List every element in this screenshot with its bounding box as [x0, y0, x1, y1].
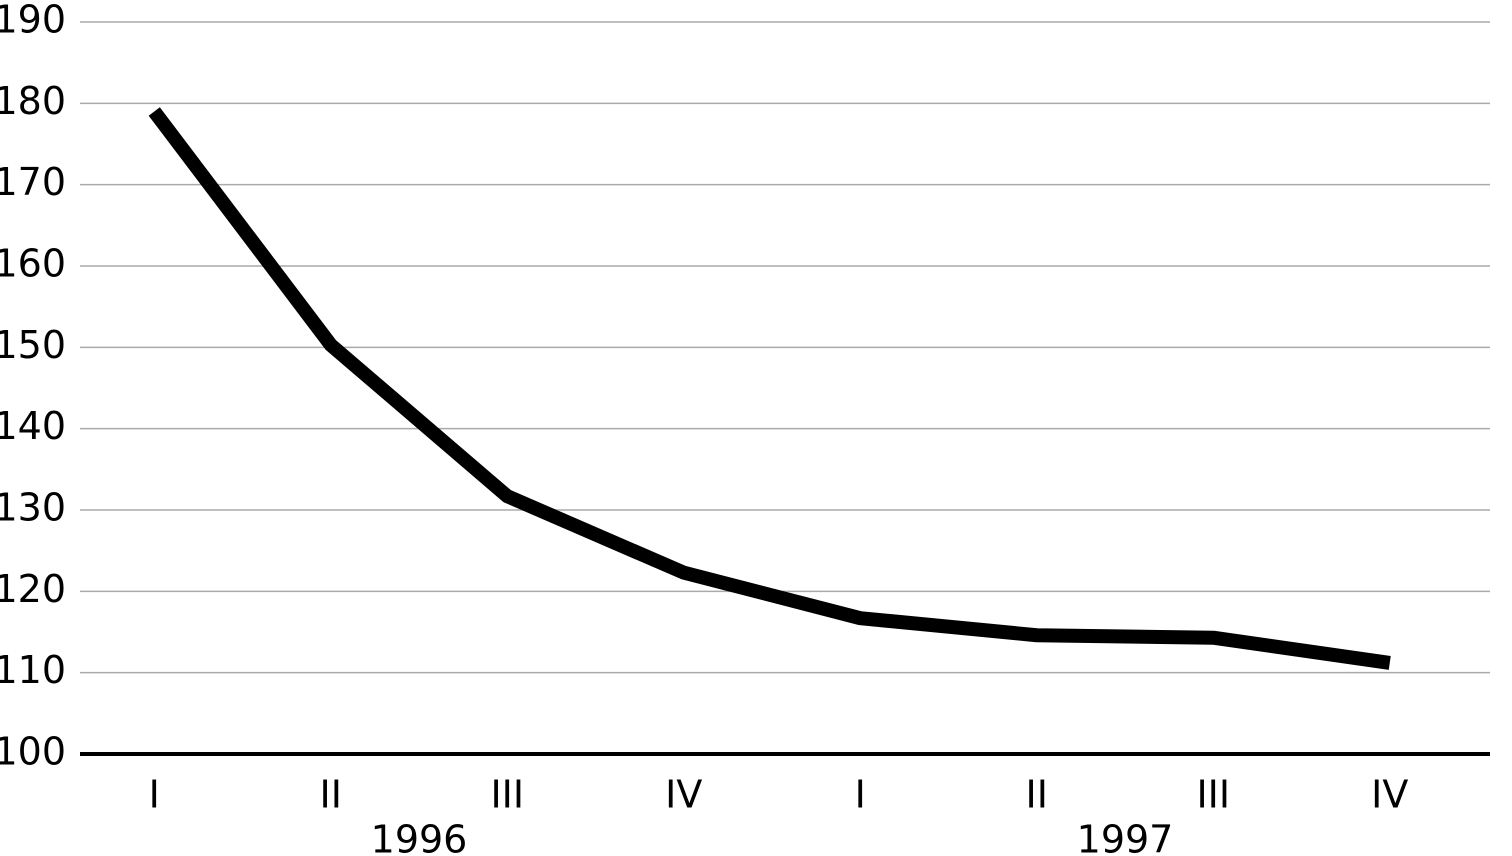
group-label: 1997 — [1077, 818, 1174, 856]
y-tick-label: 100 — [0, 730, 66, 774]
data-line — [148, 107, 1391, 670]
x-tick-label: IV — [1371, 773, 1408, 817]
y-tick-label: 130 — [0, 486, 66, 530]
x-tick-label: II — [320, 773, 342, 817]
x-tick-label: I — [149, 773, 160, 817]
x-tick-label: III — [1196, 773, 1230, 817]
y-tick-label: 120 — [0, 567, 66, 611]
y-tick-label: 190 — [0, 0, 66, 42]
y-tick-label: 110 — [0, 648, 66, 692]
x-tick-label: IV — [665, 773, 702, 817]
y-tick-label: 150 — [0, 323, 66, 367]
y-tick-label: 170 — [0, 160, 66, 204]
x-tick-label: II — [1026, 773, 1048, 817]
y-tick-label: 180 — [0, 79, 66, 123]
x-tick-label: I — [855, 773, 866, 817]
y-tick-label: 160 — [0, 242, 66, 286]
y-tick-label: 140 — [0, 404, 66, 448]
x-tick-label: III — [490, 773, 524, 817]
group-label: 1996 — [371, 818, 468, 856]
